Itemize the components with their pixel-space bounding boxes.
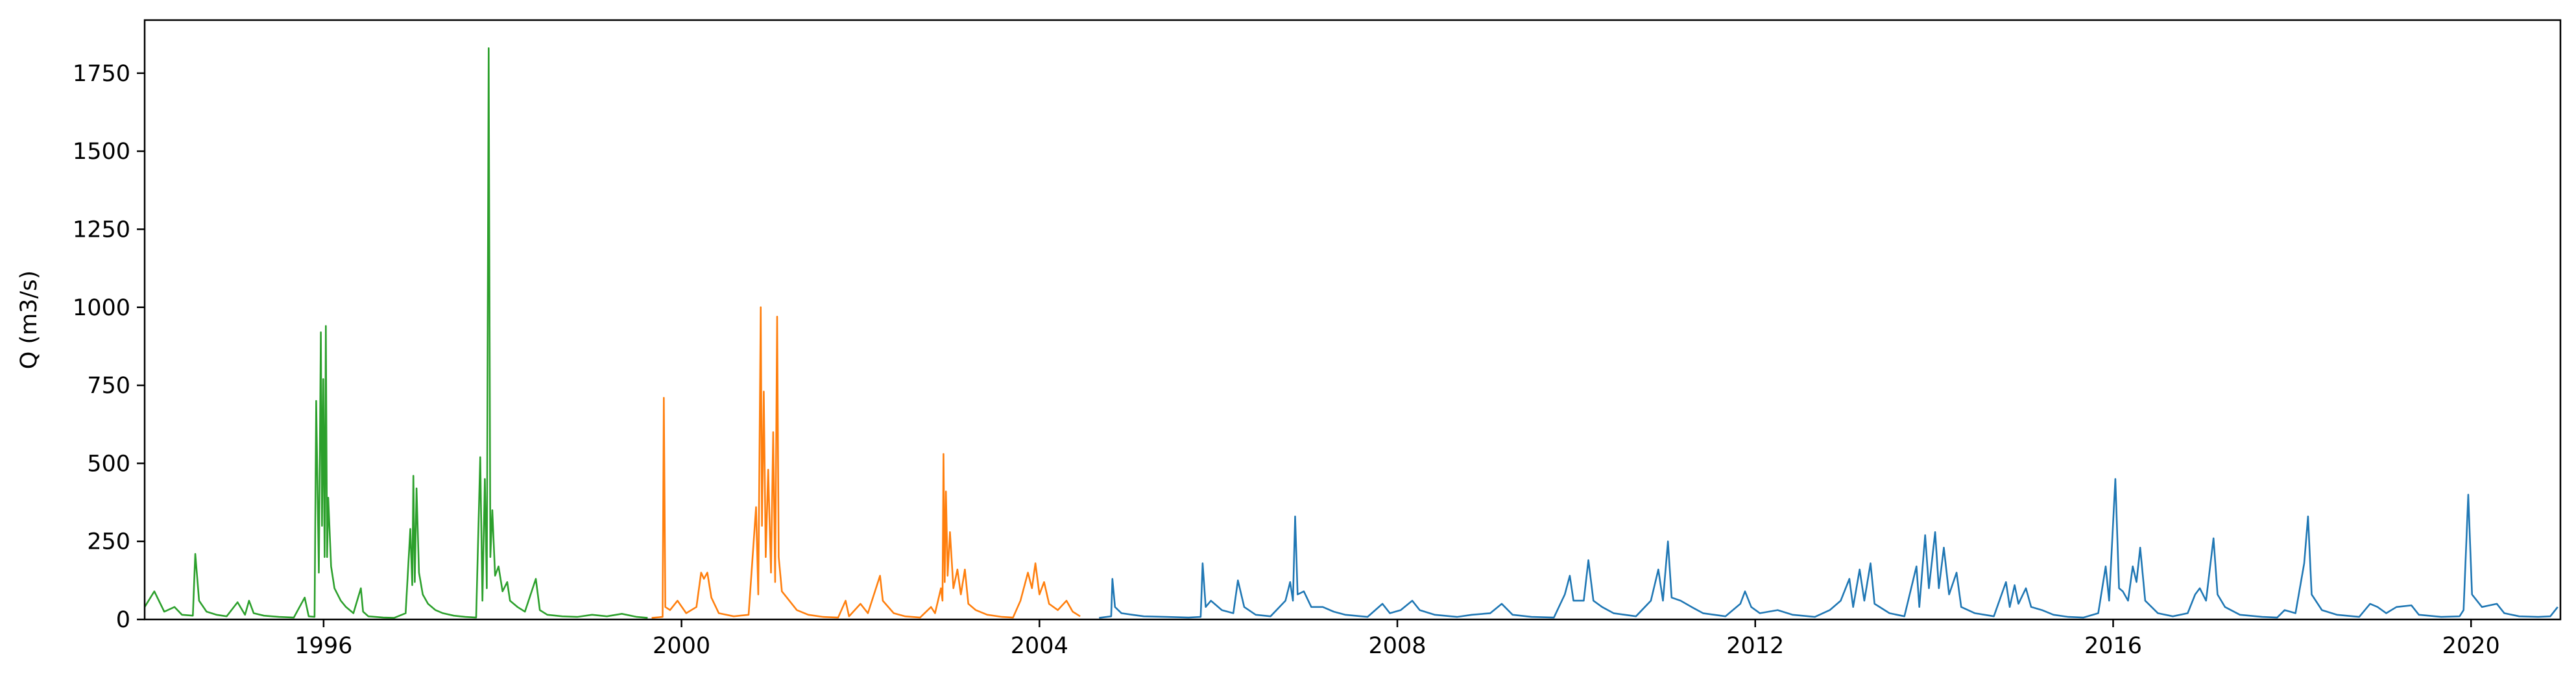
- x-tick-label: 2004: [1011, 633, 1068, 659]
- x-tick-label: 2020: [2442, 633, 2500, 659]
- y-tick-label: 0: [116, 607, 130, 633]
- y-tick-label: 750: [87, 373, 130, 399]
- y-tick-label: 1000: [73, 295, 130, 321]
- y-axis-label: Q (m3/s): [16, 270, 42, 369]
- x-tick-label: 2016: [2084, 633, 2142, 659]
- y-tick-label: 1500: [73, 139, 130, 165]
- y-tick-label: 500: [87, 451, 130, 477]
- x-tick-label: 2000: [653, 633, 710, 659]
- x-tick-label: 2012: [1726, 633, 1784, 659]
- y-tick-label: 250: [87, 529, 130, 555]
- x-tick-label: 2008: [1369, 633, 1426, 659]
- y-tick-label: 1250: [73, 217, 130, 243]
- y-tick-label: 1750: [73, 61, 130, 87]
- x-tick-label: 1996: [295, 633, 352, 659]
